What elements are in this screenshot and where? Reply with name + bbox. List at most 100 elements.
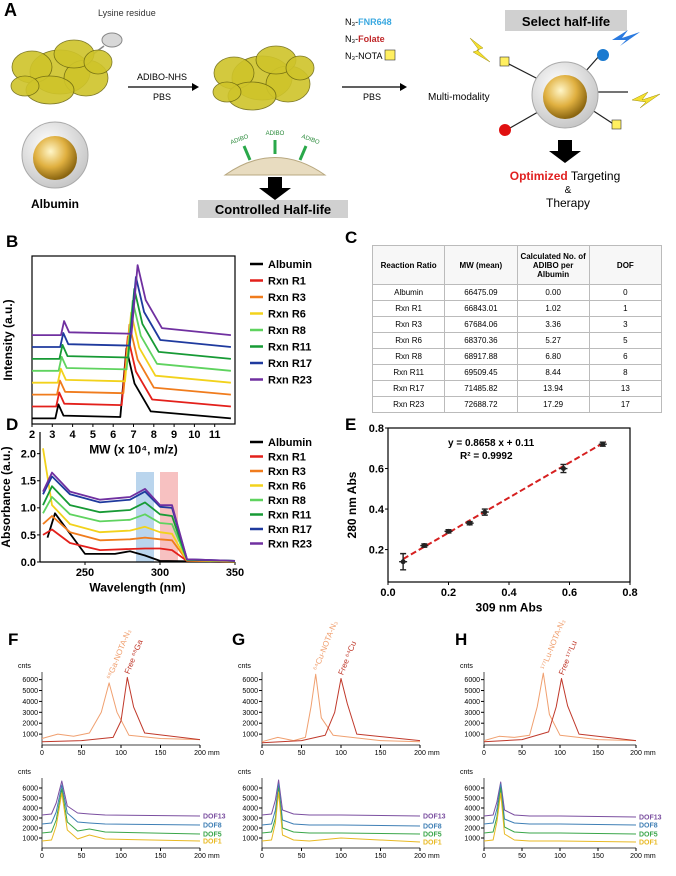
legend-label: Rxn R17: [268, 524, 312, 536]
table-cell: 0: [588, 284, 663, 301]
data-line: [32, 311, 231, 384]
y-tick-label: 4000: [22, 805, 38, 812]
data-line: [41, 676, 201, 743]
x-unit: mm: [428, 750, 440, 757]
legend-label: Rxn R3: [268, 292, 306, 304]
chart: 0 50 100 150 200 1000 2000 3000 4000 5000 6000 cnts…: [18, 769, 226, 860]
x-axis-label: Wavelength (nm): [89, 581, 185, 595]
lysine-label: Lysine residue: [98, 8, 156, 18]
table-cell: Rxn R11: [371, 364, 446, 381]
data-point: [467, 520, 473, 526]
table-row: Rxn R11 69509.45 8.44 8: [371, 364, 663, 381]
panel-label: C: [345, 228, 357, 247]
bolt: [469, 37, 491, 63]
x-unit: mm: [428, 853, 440, 860]
x-tick-label: 50: [518, 750, 526, 757]
data-point: [560, 466, 566, 472]
header-cell: Reaction Ratio: [371, 245, 446, 285]
x-tick-label: 4: [70, 429, 77, 441]
table-cell: 6: [588, 348, 663, 365]
x-tick-label: 150: [375, 853, 387, 860]
peak-label: ⁶⁴Cu-NOTA-N₃: [311, 619, 339, 671]
y-tick-label: 5000: [464, 795, 480, 802]
data-line: [32, 264, 231, 336]
legend-label: DOF1: [203, 839, 222, 846]
x-tick-label: 7: [130, 429, 136, 441]
data-table: Reaction Ratio MW (mean) Calculated No. of…: [371, 245, 663, 413]
controlled-label: Controlled Half-life: [215, 202, 331, 217]
albumin-core: [33, 136, 77, 180]
x-tick-label: 150: [592, 750, 604, 757]
chart: 2 3 4 5 6 7 8 9 10 11 MW (x 10⁴, m/z) Intensity (a.…: [1, 232, 312, 457]
table-cell: Albumin: [371, 284, 446, 301]
chart: 0 50 100 150 200 1000 2000 3000 4000 5000 6000 cnts…: [238, 769, 446, 860]
data-point: [400, 559, 406, 565]
legend-label: DOF8: [423, 824, 442, 831]
data-point: [446, 528, 451, 534]
y-tick-label: 2000: [242, 721, 258, 728]
x-tick-label: 350: [226, 567, 244, 579]
data-line: [261, 678, 421, 744]
legend-label: DOF8: [203, 823, 222, 830]
reagent-name: FNR648: [358, 17, 392, 27]
table-cell: 6.80: [516, 348, 590, 365]
x-tick-label: 0: [482, 750, 486, 757]
data-line: [42, 528, 236, 563]
panel-label: B: [6, 232, 18, 251]
table-cell: Rxn R23: [371, 396, 446, 413]
down-arrow: [549, 140, 581, 163]
table-cell: 13.94: [516, 380, 590, 397]
y-tick-label: 0.2: [369, 544, 384, 556]
chart: 0 50 100 150 200 1000 2000 3000 4000 5000 6000 cnts…: [460, 769, 662, 860]
header-cell: Calculated No. of ADIBO per Albumin: [516, 245, 590, 285]
buffer-label: PBS: [363, 92, 381, 102]
reagent: N₃-NOTA: [345, 51, 383, 61]
legend-label: Rxn R1: [268, 276, 306, 288]
table-cell: 68917.88: [444, 348, 518, 365]
y-tick-label: 3000: [22, 815, 38, 822]
data-line: [32, 323, 231, 396]
y-tick-label: 2000: [22, 825, 38, 832]
x-unit: mm: [644, 853, 656, 860]
multi-label: Multi-modality: [428, 92, 490, 103]
panel-label: D: [6, 415, 18, 434]
y-axis-label: cnts: [18, 769, 31, 776]
data-line: [41, 792, 201, 842]
header-cell: DOF: [588, 245, 663, 285]
legend-label: DOF5: [203, 832, 222, 839]
y-tick-label: 1000: [22, 835, 38, 842]
x-tick-label: 200: [630, 853, 642, 860]
y-axis-label: Intensity (a.u.): [1, 299, 15, 380]
legend-label: Rxn R23: [268, 375, 312, 387]
y-tick-label: 3000: [22, 710, 38, 717]
table-cell: 1: [588, 300, 663, 317]
y-tick-label: 1000: [242, 732, 258, 739]
peak-label: Free ¹⁷⁷Lu: [557, 640, 579, 677]
data-line: [41, 788, 201, 835]
panel-label: H: [455, 630, 467, 649]
table-row: Rxn R8 68917.88 6.80 6: [371, 348, 663, 365]
data-line: [483, 672, 637, 742]
bolt: [612, 30, 640, 46]
x-tick-label: 0.6: [562, 587, 577, 599]
table-cell: Rxn R1: [371, 300, 446, 317]
chart: 0 50 100 150 200 1000 2000 3000 4000 5000 6000 cnts…: [232, 619, 440, 757]
arrow-head: [400, 83, 407, 91]
x-tick-label: 5: [90, 429, 96, 441]
y-tick-label: 4000: [464, 805, 480, 812]
label-box: [198, 200, 348, 218]
arm: [509, 111, 539, 129]
nanoparticle-core: [543, 75, 587, 119]
legend-label: DOF13: [423, 814, 446, 821]
y-tick-label: 0.8: [369, 423, 384, 435]
y-tick-label: 3000: [464, 815, 480, 822]
table-cell: 66843.01: [444, 300, 518, 317]
data-line: [483, 781, 637, 818]
legend-label: Rxn R17: [268, 358, 312, 370]
data-line: [483, 792, 637, 843]
legend-label: Rxn R8: [268, 495, 306, 507]
panel-label: G: [232, 630, 245, 649]
table-cell: 5.27: [516, 332, 590, 349]
adibo-link: [298, 145, 308, 161]
data-line: [41, 784, 201, 826]
